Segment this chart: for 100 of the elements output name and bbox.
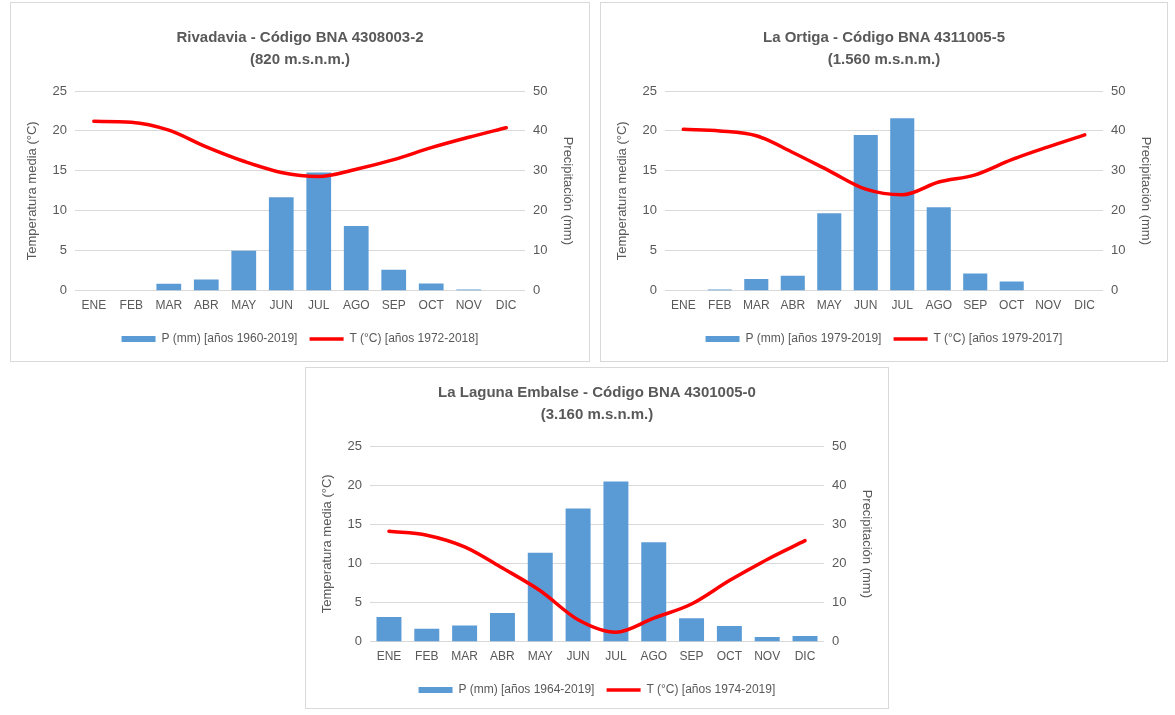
x-tick-label: JUL: [891, 298, 914, 313]
y-tick-label: 15: [347, 515, 363, 531]
y2-tick-label: 50: [831, 437, 847, 453]
x-tick-label: JUN: [854, 298, 878, 313]
y2-tick-label: 10: [532, 242, 548, 258]
chart-title: La Laguna Embalse - Código BNA 4301005-0: [438, 383, 756, 401]
y2-tick-label: 30: [1110, 162, 1126, 178]
bar: [744, 279, 769, 291]
bar: [716, 625, 742, 642]
y-tick-label: 15: [52, 162, 68, 178]
y2-axis-title: Precipitación (mm): [560, 136, 576, 245]
bar: [603, 481, 629, 642]
x-tick-label: FEB: [415, 649, 439, 664]
x-tick-label: JUL: [605, 649, 627, 664]
x-tick-label: MAY: [527, 649, 553, 664]
bar: [193, 279, 219, 291]
x-tick-label: ENE: [670, 298, 696, 313]
bar: [376, 616, 402, 642]
bar: [418, 283, 444, 291]
x-tick-label: SEP: [679, 649, 704, 664]
legend-label: T (°C) [años 1979-2017]: [933, 331, 1063, 346]
y-tick-label: 25: [642, 82, 658, 98]
bar: [231, 250, 257, 291]
y-axis-title: Temperatura media (°C): [24, 121, 40, 261]
y2-tick-label: 40: [532, 122, 548, 138]
x-tick-label: OCT: [418, 298, 445, 313]
bar: [963, 273, 988, 291]
x-tick-label: SEP: [963, 298, 988, 313]
x-tick-label: ENE: [376, 649, 402, 664]
y2-tick-label: 20: [1110, 202, 1126, 218]
y-tick-label: 0: [354, 633, 363, 649]
x-tick-label: AGO: [342, 298, 370, 313]
y2-tick-label: 50: [532, 82, 548, 98]
x-tick-label: MAY: [231, 298, 257, 313]
x-tick-label: ABR: [780, 298, 806, 313]
x-tick-label: AGO: [925, 298, 953, 313]
x-tick-label: NOV: [455, 298, 482, 313]
y-tick-label: 5: [59, 242, 68, 258]
x-tick-label: JUN: [566, 649, 590, 664]
chart-title: Rivadavia - Código BNA 4308003-2: [176, 28, 424, 46]
y2-tick-label: 0: [831, 633, 840, 649]
y2-tick-label: 30: [831, 515, 847, 531]
y-tick-label: 20: [642, 122, 658, 138]
bar: [679, 618, 705, 642]
bar: [527, 552, 553, 642]
legend-label: P (mm) [años 1979-2019]: [745, 331, 882, 346]
y-tick-label: 15: [642, 162, 658, 178]
x-tick-label: OCT: [999, 298, 1026, 313]
legend-label: T (°C) [años 1972-2018]: [349, 331, 479, 346]
bar: [641, 542, 667, 642]
line-series: [387, 529, 807, 634]
x-tick-label: FEB: [119, 298, 143, 313]
y2-axis-title: Precipitación (mm): [859, 489, 875, 598]
bar: [926, 207, 951, 291]
x-tick-label: ABR: [193, 298, 219, 313]
bar: [489, 613, 515, 642]
chart-subtitle: (3.160 m.s.n.m.): [540, 405, 654, 423]
x-tick-label: MAY: [816, 298, 842, 313]
x-tick-label: MAR: [155, 298, 183, 313]
chart-subtitle: (1.560 m.s.n.m.): [827, 50, 941, 68]
line-series: [92, 119, 508, 179]
y-tick-label: 0: [649, 282, 658, 298]
y2-tick-label: 0: [1110, 282, 1119, 298]
x-tick-label: NOV: [754, 649, 781, 664]
x-tick-label: OCT: [716, 649, 743, 664]
x-tick-label: ENE: [81, 298, 107, 313]
y2-tick-label: 0: [532, 282, 541, 298]
y-tick-label: 20: [52, 122, 68, 138]
bar: [999, 281, 1024, 291]
legend-label: P (mm) [años 1964-2019]: [458, 682, 595, 697]
x-tick-label: NOV: [1035, 298, 1062, 313]
bar: [565, 508, 591, 642]
bar: [343, 225, 369, 291]
bar: [853, 134, 878, 291]
x-tick-label: JUN: [269, 298, 293, 313]
x-tick-label: DIC: [794, 649, 816, 664]
bar: [381, 269, 407, 291]
bar: [890, 118, 915, 291]
y-tick-label: 5: [649, 242, 658, 258]
y-tick-label: 10: [347, 554, 363, 570]
y2-tick-label: 40: [1110, 122, 1126, 138]
chart-title: La Ortiga - Código BNA 4311005-5: [762, 28, 1006, 46]
bar: [780, 275, 805, 291]
bar: [452, 625, 478, 642]
y-tick-label: 5: [354, 594, 363, 610]
legend-label: T (°C) [años 1974-2019]: [646, 682, 776, 697]
y2-tick-label: 20: [831, 554, 847, 570]
x-tick-label: AGO: [640, 649, 668, 664]
y-tick-label: 10: [52, 202, 68, 218]
bar: [414, 628, 440, 642]
bar: [817, 213, 842, 291]
bar: [268, 197, 294, 291]
x-tick-label: MAR: [451, 649, 479, 664]
x-tick-label: MAR: [742, 298, 770, 313]
y2-tick-label: 10: [831, 594, 847, 610]
y-tick-label: 25: [347, 437, 363, 453]
y2-tick-label: 10: [1110, 242, 1126, 258]
x-tick-label: SEP: [381, 298, 406, 313]
y2-tick-label: 40: [831, 476, 847, 492]
y2-axis-title: Precipitación (mm): [1138, 136, 1154, 245]
